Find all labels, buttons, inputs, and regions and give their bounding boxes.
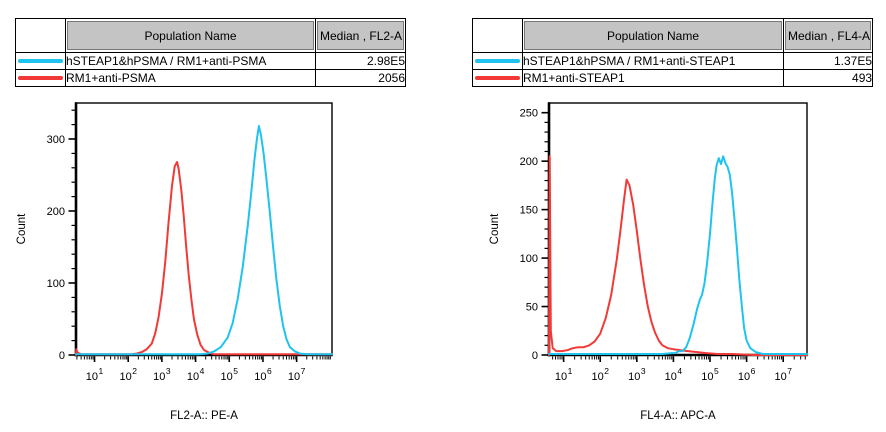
x-tick-label: 104 [187, 366, 205, 383]
x-tick-label: 103 [628, 366, 646, 383]
x-tick-exponent: 4 [677, 366, 682, 376]
x-tick-label: 105 [701, 366, 719, 383]
table-header-row: Population Name Median , FL2-A [15, 18, 406, 53]
x-tick-exponent: 6 [751, 366, 756, 376]
series-color-swatch [18, 59, 63, 63]
population-name-header-cell: Population Name [522, 18, 784, 53]
plot-frame [548, 102, 808, 356]
x-axis-title: FL4-A:: APC-A [640, 410, 716, 422]
median-header: Median , FL4-A [788, 28, 871, 43]
series-color-swatch [475, 76, 520, 80]
histogram-plot-0: 0 100 200 300 101 102 103 104 105 106 107 Count FL2-… [16, 102, 333, 422]
table-header-row: Population Name Median , FL4-A [472, 18, 874, 53]
population-table-fl4: Population Name Median , FL4-A hSTEAP1&h… [472, 18, 874, 87]
x-axis-title: FL2-A:: PE-A [170, 410, 238, 422]
swatch-header-cell [472, 18, 523, 53]
plot-frame [75, 102, 333, 356]
series-curve [75, 125, 333, 356]
median-value: 2.98E5 [315, 52, 406, 70]
swatch-header-cell [15, 18, 66, 53]
x-tick-label: 106 [738, 366, 756, 383]
table-row: hSTEAP1&hPSMA / RM1+anti-PSMA 2.98E5 [15, 52, 406, 70]
population-name: hSTEAP1&hPSMA / RM1+anti-PSMA [65, 52, 316, 70]
median-value: 1.37E5 [782, 52, 874, 70]
x-tick-exponent: 7 [787, 366, 792, 376]
x-tick-label: 101 [555, 366, 573, 383]
x-tick-exponent: 1 [99, 366, 104, 376]
population-name-header: Population Name [606, 28, 700, 43]
x-tick-label: 102 [119, 366, 137, 383]
x-tick-label: 107 [774, 366, 792, 383]
x-tick-exponent: 2 [604, 366, 609, 376]
series-swatch-cell [472, 52, 523, 70]
population-name-header-cell: Population Name [65, 18, 316, 53]
x-tick-exponent: 7 [301, 366, 306, 376]
series-color-swatch [475, 59, 520, 63]
table-row: RM1+anti-PSMA 2056 [15, 69, 406, 87]
x-tick-label: 101 [86, 366, 104, 383]
series-swatch-cell [15, 52, 66, 70]
series-curve [548, 155, 808, 355]
population-name-header: Population Name [144, 28, 237, 43]
table-row: hSTEAP1&hPSMA / RM1+anti-STEAP1 1.37E5 [472, 52, 874, 70]
x-tick-label: 107 [288, 366, 306, 383]
x-tick-label: 102 [591, 366, 609, 383]
x-tick-exponent: 5 [714, 366, 719, 376]
histogram-plot-1: 0 50 100 150 200 250 101 102 103 104 105 106 107 Coun… [489, 102, 808, 422]
table-row: RM1+anti-STEAP1 493 [472, 69, 874, 87]
population-table-fl2: Population Name Median , FL2-A hSTEAP1&h… [15, 18, 406, 87]
x-tick-exponent: 3 [166, 366, 171, 376]
x-tick-exponent: 2 [132, 366, 137, 376]
series-curve [75, 161, 333, 356]
y-tick-label: 100 [520, 253, 538, 265]
median-value: 2056 [315, 69, 406, 87]
y-tick-label: 0 [59, 350, 65, 362]
series-curve [548, 155, 808, 356]
x-tick-exponent: 1 [568, 366, 573, 376]
x-tick-label: 104 [665, 366, 683, 383]
x-tick-exponent: 6 [267, 366, 272, 376]
median-header-cell: Median , FL2-A [315, 18, 406, 53]
x-tick-exponent: 3 [641, 366, 646, 376]
series-swatch-cell [472, 69, 523, 87]
series-swatch-cell [15, 69, 66, 87]
y-tick-label: 200 [47, 206, 65, 218]
median-header-cell: Median , FL4-A [782, 18, 874, 53]
population-name: RM1+anti-STEAP1 [522, 69, 784, 87]
x-tick-label: 103 [153, 366, 171, 383]
y-tick-label: 250 [520, 108, 538, 120]
x-tick-label: 106 [254, 366, 272, 383]
median-header: Median , FL2-A [320, 28, 403, 43]
y-tick-label: 100 [47, 278, 65, 290]
y-tick-label: 0 [532, 350, 538, 362]
x-tick-exponent: 5 [233, 366, 238, 376]
y-tick-label: 300 [47, 134, 65, 146]
y-tick-label: 50 [526, 302, 538, 314]
y-tick-label: 200 [520, 156, 538, 168]
x-tick-label: 105 [221, 366, 239, 383]
y-axis-title: Count [489, 213, 501, 244]
population-name: hSTEAP1&hPSMA / RM1+anti-STEAP1 [522, 52, 784, 70]
y-tick-label: 150 [520, 205, 538, 217]
median-value: 493 [782, 69, 874, 87]
x-tick-exponent: 4 [200, 366, 205, 376]
y-axis-title: Count [16, 213, 28, 244]
series-color-swatch [18, 76, 63, 80]
population-name: RM1+anti-PSMA [65, 69, 316, 87]
